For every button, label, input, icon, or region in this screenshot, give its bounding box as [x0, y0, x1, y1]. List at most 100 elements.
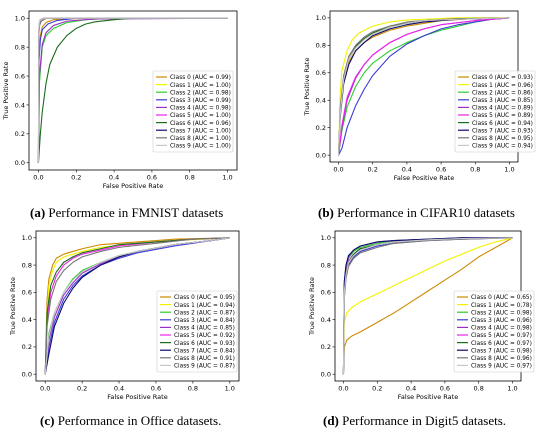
x-tick-label: 0.4	[406, 385, 416, 393]
roc-line-class-1	[342, 237, 513, 375]
legend-label-class-3: Class 3 (AUC = 0.85)	[472, 98, 533, 104]
y-tick-label: 0.2	[22, 343, 32, 351]
x-tick-label: 0.2	[71, 174, 81, 182]
legend-label-class-9: Class 9 (AUC = 0.97)	[471, 364, 532, 370]
roc-chart-4: 0.0 0.2 0.4 0.6 0.8 1.0 0.0 0.2 0.4 0.6 0.8 1.0 Fals…	[308, 230, 535, 401]
y-axis-label: True Positive Rate	[2, 62, 10, 121]
x-tick-label: 0.4	[109, 174, 119, 182]
roc-line-class-4	[37, 17, 228, 163]
roc-line-class-3	[44, 237, 230, 375]
x-tick-label: 0.0	[333, 166, 343, 174]
x-tick-label: 1.0	[507, 385, 517, 393]
y-tick-label: 1.0	[22, 234, 32, 242]
y-axis-label: True Positive Rate	[308, 277, 316, 336]
legend-label-class-3: Class 3 (AUC = 0.96)	[471, 318, 532, 324]
y-tick-label: 0.6	[316, 69, 326, 77]
x-tick-label: 1.0	[504, 166, 514, 174]
legend-label-class-9: Class 9 (AUC = 0.87)	[174, 364, 235, 370]
roc-line-class-0	[44, 237, 230, 375]
legend-label-class-8: Class 8 (AUC = 1.00)	[170, 136, 231, 142]
y-tick-label: 0.8	[321, 261, 331, 269]
roc-line-class-9	[44, 237, 230, 375]
legend-label-class-7: Class 7 (AUC = 1.00)	[170, 128, 231, 134]
series-group	[37, 17, 228, 163]
legend-box	[454, 70, 536, 153]
y-tick-label: 0.4	[15, 101, 25, 109]
x-tick-label: 0.8	[188, 385, 198, 393]
y-tick-label: 0.8	[15, 43, 25, 51]
legend-label-class-8: Class 8 (AUC = 0.96)	[471, 356, 532, 362]
y-tick-label: 0.0	[316, 151, 326, 159]
y-tick-label: 1.0	[316, 14, 326, 22]
legend-label-class-5: Class 5 (AUC = 0.97)	[471, 333, 532, 339]
series-group	[44, 237, 230, 375]
legend-label-class-6: Class 6 (AUC = 0.97)	[471, 341, 532, 347]
x-tick-label: 0.6	[151, 385, 161, 393]
x-axis-label: False Positive Rate	[394, 174, 454, 182]
roc-line-class-7	[342, 237, 513, 375]
legend-label-class-0: Class 0 (AUC = 0.99)	[170, 75, 231, 81]
legend: Class 0 (AUC = 0.93) Class 1 (AUC = 0.96)…	[454, 70, 536, 153]
legend: Class 0 (AUC = 0.99) Class 1 (AUC = 1.00)…	[152, 70, 234, 153]
roc-line-class-3	[338, 17, 510, 156]
legend-box	[156, 290, 238, 373]
legend-label-class-5: Class 5 (AUC = 1.00)	[170, 113, 231, 119]
roc-line-class-9	[37, 17, 228, 163]
legend-label-class-0: Class 0 (AUC = 0.95)	[174, 295, 235, 301]
roc-line-class-0	[342, 237, 513, 375]
x-tick-label: 0.0	[338, 385, 348, 393]
legend-label-class-2: Class 2 (AUC = 0.87)	[174, 310, 235, 316]
legend-label-class-7: Class 7 (AUC = 0.98)	[471, 348, 532, 354]
x-tick-label: 0.0	[33, 174, 43, 182]
y-tick-label: 0.2	[321, 343, 331, 351]
legend-label-class-1: Class 1 (AUC = 1.00)	[170, 83, 231, 89]
series-group	[342, 237, 513, 375]
roc-chart-1: 0.0 0.2 0.4 0.6 0.8 1.0 0.0 0.2 0.4 0.6 0.8 1.0 Fals…	[2, 10, 238, 190]
legend: Class 0 (AUC = 0.65) Class 1 (AUC = 0.78)…	[453, 290, 535, 373]
legend-label-class-2: Class 2 (AUC = 0.86)	[472, 90, 533, 96]
x-tick-label: 1.0	[222, 174, 232, 182]
roc-line-class-6	[37, 17, 228, 163]
legend-label-class-6: Class 6 (AUC = 0.94)	[472, 121, 533, 127]
y-axis-label: True Positive Rate	[303, 58, 311, 117]
roc-line-class-1	[338, 17, 510, 156]
x-axis-label: False Positive Rate	[103, 182, 163, 190]
legend-label-class-1: Class 1 (AUC = 0.78)	[471, 303, 532, 309]
x-tick-label: 0.0	[40, 385, 50, 393]
legend-label-class-0: Class 0 (AUC = 0.65)	[471, 295, 532, 301]
caption-d: (d) Performance in Digit5 datasets.	[323, 413, 507, 428]
legend-label-class-5: Class 5 (AUC = 0.89)	[472, 113, 533, 119]
roc-line-class-8	[44, 237, 230, 375]
y-tick-label: 0.6	[321, 289, 331, 297]
legend-label-class-8: Class 8 (AUC = 0.95)	[472, 136, 533, 142]
legend-label-class-1: Class 1 (AUC = 0.96)	[472, 83, 533, 89]
x-tick-label: 0.2	[368, 166, 378, 174]
x-axis-label: False Positive Rate	[398, 393, 458, 401]
legend: Class 0 (AUC = 0.95) Class 1 (AUC = 0.94)…	[156, 290, 238, 373]
y-tick-label: 0.4	[316, 97, 326, 105]
caption-c: (c) Performance in Office datasets.	[40, 413, 222, 428]
roc-chart-3: 0.0 0.2 0.4 0.6 0.8 1.0 0.0 0.2 0.4 0.6 0.8 1.0 Fals…	[9, 230, 240, 401]
legend-label-class-7: Class 7 (AUC = 0.84)	[174, 348, 235, 354]
roc-line-class-9	[342, 237, 513, 375]
x-tick-label: 0.6	[147, 174, 157, 182]
x-tick-label: 0.8	[185, 174, 195, 182]
x-tick-label: 0.4	[114, 385, 124, 393]
y-tick-label: 1.0	[15, 15, 25, 23]
x-tick-label: 0.8	[470, 166, 480, 174]
y-tick-label: 0.8	[22, 261, 32, 269]
x-tick-label: 0.6	[436, 166, 446, 174]
legend-label-class-7: Class 7 (AUC = 0.93)	[472, 128, 533, 134]
legend-label-class-3: Class 3 (AUC = 0.84)	[174, 318, 235, 324]
roc-chart-2: 0.0 0.2 0.4 0.6 0.8 1.0 0.0 0.2 0.4 0.6 0.8 1.0 Fals…	[303, 10, 536, 182]
y-tick-label: 0.4	[321, 316, 331, 324]
x-tick-label: 0.8	[474, 385, 484, 393]
legend-label-class-9: Class 9 (AUC = 0.94)	[472, 144, 533, 150]
legend-label-class-8: Class 8 (AUC = 0.91)	[174, 356, 235, 362]
y-tick-label: 0.0	[321, 370, 331, 378]
legend-label-class-6: Class 6 (AUC = 0.96)	[170, 121, 231, 127]
y-tick-label: 0.2	[316, 124, 326, 132]
legend-label-class-4: Class 4 (AUC = 0.98)	[170, 106, 231, 112]
x-tick-label: 1.0	[225, 385, 235, 393]
